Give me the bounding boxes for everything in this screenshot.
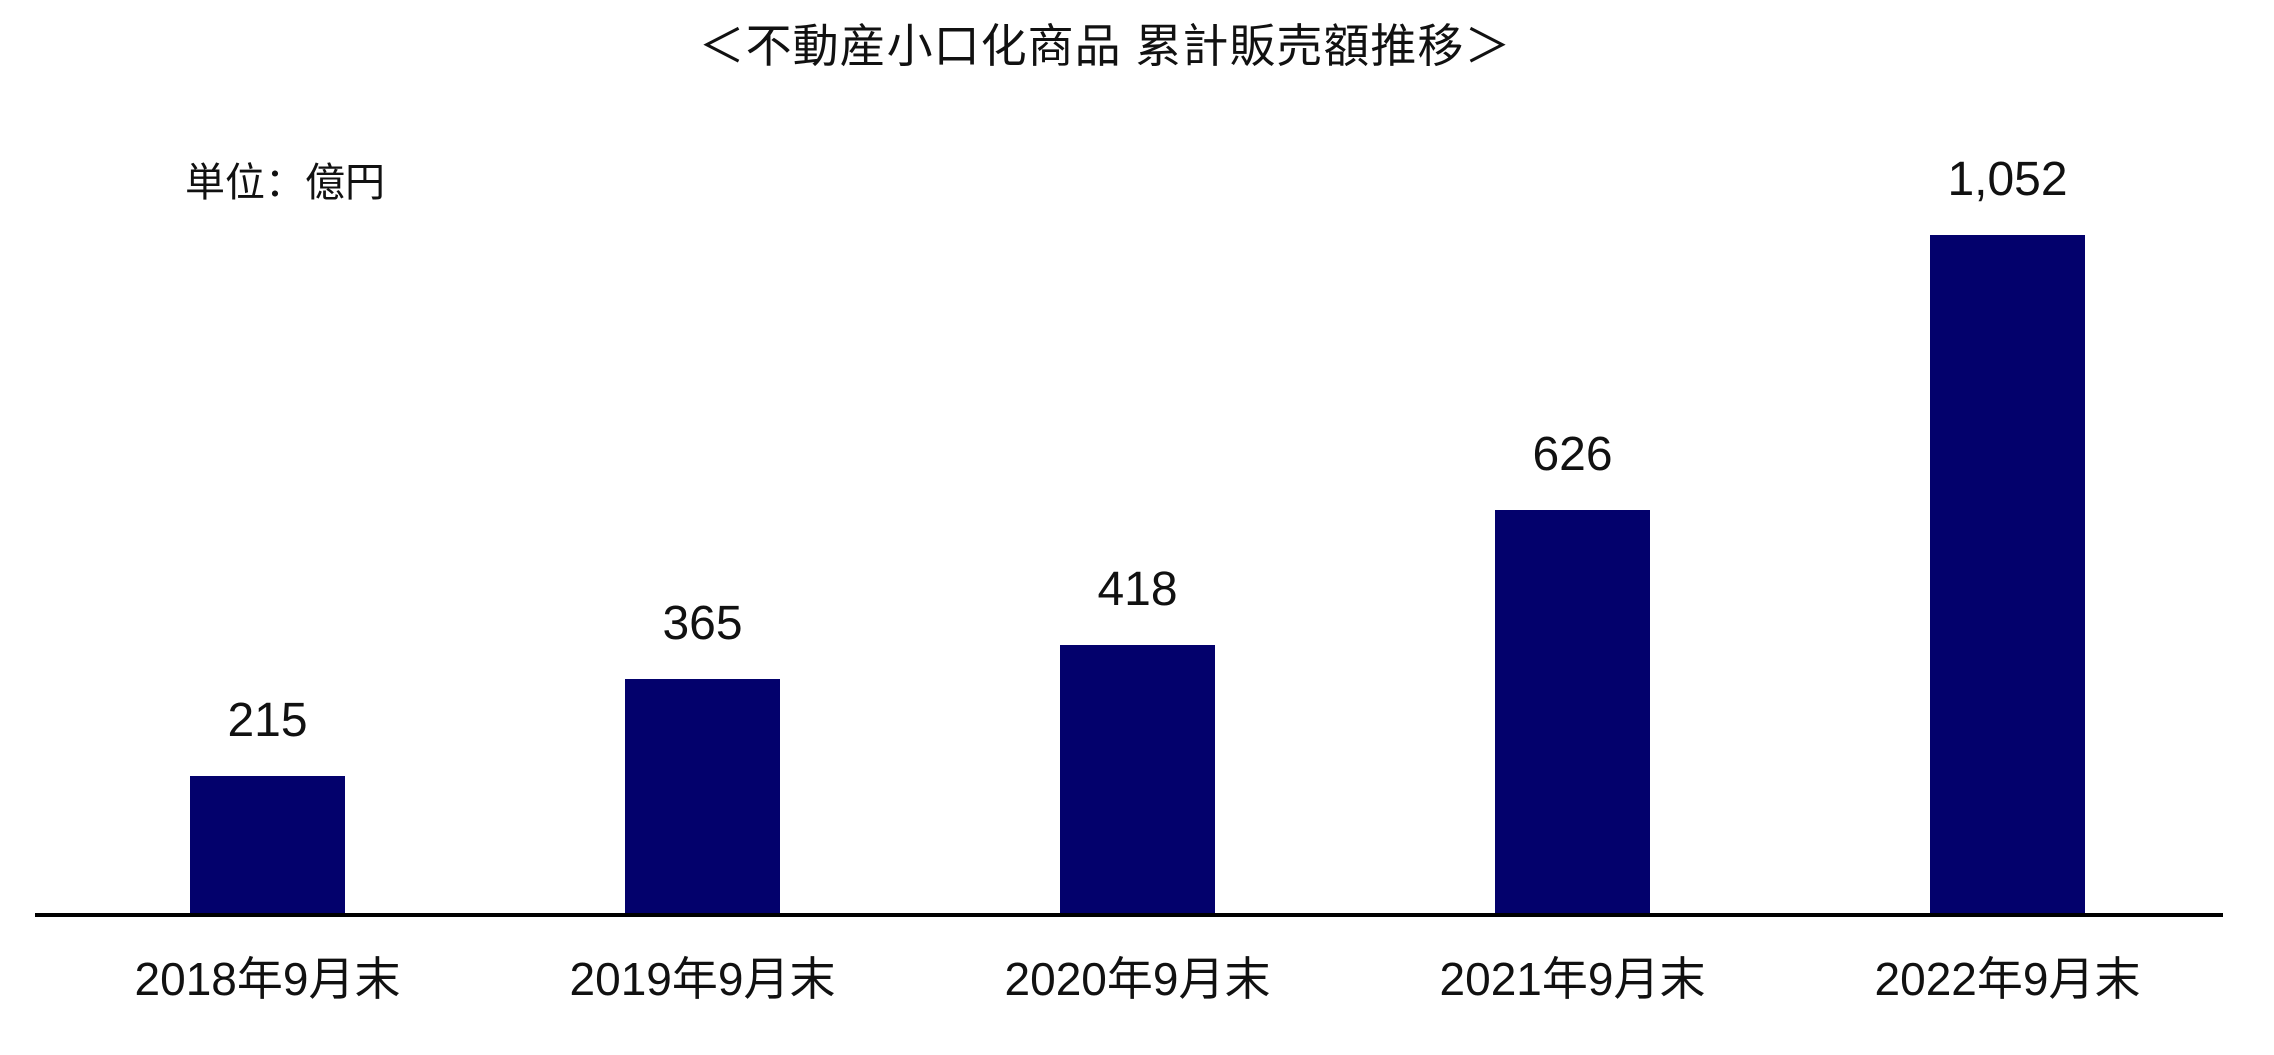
bar bbox=[1930, 235, 2085, 915]
x-axis-tick-label: 2020年9月末 bbox=[1004, 953, 1271, 1005]
bar-value-label: 626 bbox=[1532, 428, 1613, 481]
x-axis-tick-label: 2021年9月末 bbox=[1439, 953, 1706, 1005]
bar-value-label: 418 bbox=[1097, 563, 1178, 616]
x-axis-tick-label: 2019年9月末 bbox=[569, 953, 836, 1005]
bar-value-label: 365 bbox=[662, 597, 743, 650]
unit-label: 単位：億円 bbox=[185, 161, 385, 205]
bar bbox=[1060, 645, 1215, 915]
bar bbox=[190, 776, 345, 915]
bar bbox=[1495, 510, 1650, 915]
chart-title: ＜不動産小口化商品 累計販売額推移＞ bbox=[698, 20, 1512, 72]
x-axis-tick-label: 2022年9月末 bbox=[1874, 953, 2141, 1005]
bar bbox=[625, 679, 780, 915]
bar-value-label: 215 bbox=[227, 694, 308, 747]
x-axis-tick-label: 2018年9月末 bbox=[134, 953, 401, 1005]
bar-value-label: 1,052 bbox=[1947, 153, 2068, 206]
x-axis-line bbox=[35, 913, 2223, 917]
